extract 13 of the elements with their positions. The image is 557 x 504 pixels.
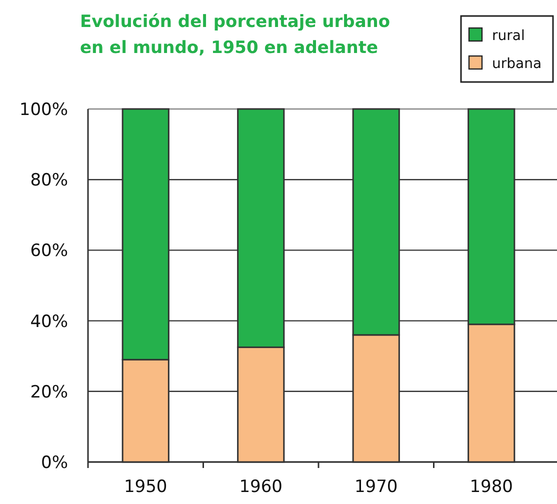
y-tick-label: 40% xyxy=(30,312,68,332)
y-tick-label: 80% xyxy=(30,170,68,191)
y-tick-label: 60% xyxy=(30,241,68,262)
y-tick-label: 20% xyxy=(30,382,68,402)
chart-title: Evolución del porcentaje urbano en el mundo, 1950 en adelante xyxy=(80,12,390,58)
y-tick-label: 100% xyxy=(19,100,68,120)
legend-label: urbana xyxy=(492,56,542,72)
y-tick-label: 0% xyxy=(41,452,68,473)
legend-label: rural xyxy=(492,28,525,44)
x-tick-label: 1970 xyxy=(354,477,398,497)
x-tick-label: 1960 xyxy=(239,477,283,497)
x-tick-label: 1950 xyxy=(124,477,168,497)
x-tick-label: 1980 xyxy=(470,477,514,497)
